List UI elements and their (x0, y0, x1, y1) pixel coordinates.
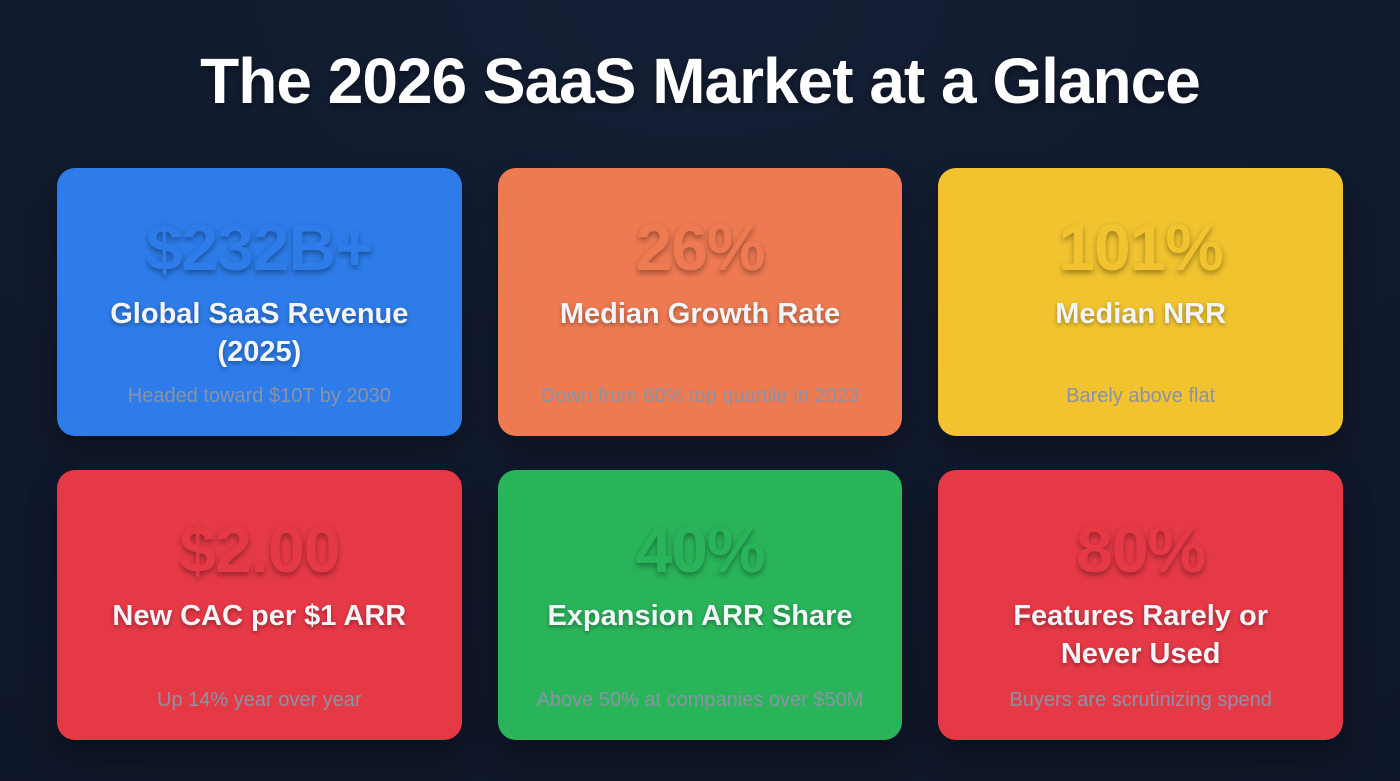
stat-card-features-rarely-used: 80% Features Rarely or Never Used Buyers… (938, 470, 1343, 740)
stat-card-body: 101% Median NRR Barely above flat (938, 180, 1343, 436)
stat-value: $2.00 (179, 512, 340, 586)
stat-card-new-cac: $2.00 New CAC per $1 ARR Up 14% year ove… (57, 470, 462, 740)
stat-value: 101% (1058, 210, 1224, 284)
stat-value: 40% (635, 512, 765, 586)
stat-value: 80% (1076, 512, 1206, 586)
stat-card-body: 80% Features Rarely or Never Used Buyers… (938, 482, 1343, 740)
stat-card-body: $232B+ Global SaaS Revenue (2025) Headed… (57, 180, 462, 436)
stat-card-body: 26% Median Growth Rate Down from 60% top… (498, 180, 903, 436)
stat-label: Expansion ARR Share (547, 600, 853, 632)
stat-card-expansion-arr-share: 40% Expansion ARR Share Above 50% at com… (497, 470, 903, 740)
stat-card-body: 40% Expansion ARR Share Above 50% at com… (498, 482, 903, 740)
stat-note: Headed toward $10T by 2030 (127, 385, 391, 407)
stat-note: Down from 60% top quartile in 2023 (541, 385, 859, 407)
stat-label: Features Rarely or Never Used (1013, 600, 1268, 670)
stat-value: 26% (635, 210, 765, 284)
stat-note: Above 50% at companies over $50M (536, 689, 864, 711)
page-title: The 2026 SaaS Market at a Glance (200, 45, 1201, 117)
stat-label: Median Growth Rate (559, 298, 841, 330)
stat-note: Up 14% year over year (157, 689, 362, 711)
stat-card-global-saas-revenue: $232B+ Global SaaS Revenue (2025) Headed… (57, 168, 462, 436)
stat-card-median-nrr: 101% Median NRR Barely above flat (938, 168, 1343, 436)
stat-card-grid: $232B+ Global SaaS Revenue (2025) Headed… (57, 168, 1343, 740)
stat-note: Buyers are scrutinizing spend (1009, 689, 1272, 711)
stat-label: New CAC per $1 ARR (112, 600, 407, 632)
stat-card-median-growth-rate: 26% Median Growth Rate Down from 60% top… (497, 168, 903, 436)
stat-value: $232B+ (145, 210, 374, 284)
stat-card-body: $2.00 New CAC per $1 ARR Up 14% year ove… (57, 482, 462, 740)
stat-label: Global SaaS Revenue (2025) (110, 298, 409, 368)
stat-label: Median NRR (1055, 298, 1227, 330)
stat-note: Barely above flat (1066, 385, 1216, 407)
